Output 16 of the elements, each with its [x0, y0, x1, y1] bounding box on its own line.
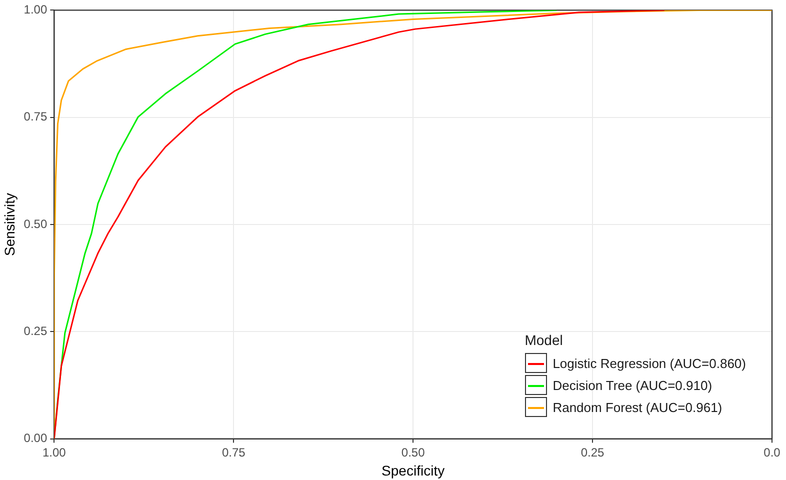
- y-axis-title: Sensitivity: [1, 192, 18, 256]
- legend-label: Random Forest (AUC=0.961): [552, 400, 722, 414]
- legend-label: Decision Tree (AUC=0.910): [552, 378, 712, 392]
- y-tick-label: 1.00: [24, 2, 48, 17]
- x-axis-title: Specificity: [382, 462, 445, 478]
- x-tick-label: 0.75: [222, 445, 246, 460]
- y-tick-label: 0.50: [24, 216, 48, 231]
- x-tick-label: 0.0: [764, 445, 781, 460]
- legend-title: Model: [524, 332, 564, 348]
- legend-label: Logistic Regression (AUC=0.860): [552, 356, 746, 370]
- x-tick-label: 0.25: [580, 445, 605, 460]
- y-tick-label: 0.25: [24, 324, 48, 338]
- y-tick-label: 0.75: [24, 110, 48, 124]
- x-tick-label: 1.00: [42, 445, 66, 460]
- y-tick-label: 0.00: [24, 431, 48, 446]
- x-tick-label: 0.50: [401, 445, 426, 460]
